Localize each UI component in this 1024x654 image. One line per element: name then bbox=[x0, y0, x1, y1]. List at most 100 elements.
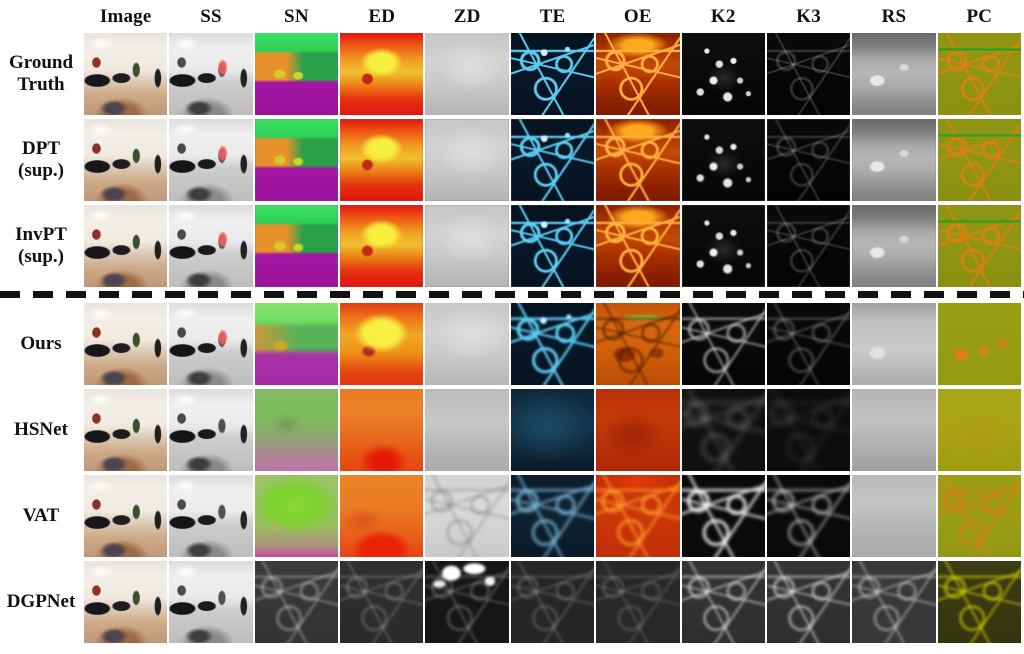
column-header-zd: ZD bbox=[453, 6, 481, 27]
result-image-invpt-zd bbox=[425, 205, 509, 287]
result-image-gt-te bbox=[510, 33, 595, 115]
result-image-ours-rs bbox=[852, 303, 936, 385]
result-image-vat-oe bbox=[596, 475, 680, 557]
row-label-gt: Ground Truth bbox=[8, 51, 74, 95]
row-label-vat: VAT bbox=[22, 504, 60, 526]
method-row-hsnet: HSNet bbox=[0, 389, 1024, 471]
result-image-gt-pc bbox=[937, 33, 1021, 115]
result-image-vat-te bbox=[510, 475, 595, 557]
result-image-dpt-te bbox=[510, 119, 595, 201]
result-image-invpt-ss bbox=[169, 205, 253, 287]
result-image-dpt-sn bbox=[254, 119, 339, 201]
method-row-gt: Ground Truth bbox=[0, 33, 1024, 115]
result-image-dgpnet-k3 bbox=[766, 561, 851, 643]
column-header-ss: SS bbox=[200, 6, 222, 27]
result-image-ours-pc bbox=[937, 303, 1021, 385]
result-image-dpt-k2 bbox=[681, 119, 765, 201]
result-image-dpt-oe bbox=[596, 119, 680, 201]
result-image-invpt-pc bbox=[937, 205, 1021, 287]
method-row-dgpnet: DGPNet bbox=[0, 561, 1024, 643]
result-image-invpt-sn bbox=[254, 205, 339, 287]
result-image-vat-k3 bbox=[766, 475, 851, 557]
result-image-ours-ss bbox=[169, 303, 253, 385]
column-header-oe: OE bbox=[623, 6, 652, 27]
result-image-ours-image bbox=[84, 303, 168, 385]
result-image-dpt-image bbox=[84, 119, 168, 201]
result-image-gt-sn bbox=[254, 33, 339, 115]
result-image-ours-k3 bbox=[766, 303, 851, 385]
result-image-vat-rs bbox=[852, 475, 936, 557]
method-row-dpt: DPT (sup.) bbox=[0, 119, 1024, 201]
result-image-vat-ss bbox=[169, 475, 253, 557]
column-header-ed: ED bbox=[368, 6, 396, 27]
result-image-hsnet-sn bbox=[254, 389, 339, 471]
result-image-vat-zd bbox=[425, 475, 509, 557]
result-image-hsnet-rs bbox=[852, 389, 936, 471]
result-image-dgpnet-zd bbox=[425, 561, 509, 643]
result-image-ours-k2 bbox=[681, 303, 765, 385]
header-spacer bbox=[0, 3, 82, 31]
method-row-invpt: InvPT (sup.) bbox=[0, 205, 1024, 287]
result-image-dgpnet-rs bbox=[852, 561, 936, 643]
result-image-invpt-ed bbox=[340, 205, 424, 287]
result-image-hsnet-k2 bbox=[681, 389, 765, 471]
row-label-dpt: DPT (sup.) bbox=[18, 137, 64, 181]
column-header-row: Image SS SN ED ZD TE OE K2 K3 RS PC bbox=[0, 3, 1024, 31]
result-image-dgpnet-image bbox=[84, 561, 168, 643]
result-image-invpt-oe bbox=[596, 205, 680, 287]
row-label-invpt: InvPT (sup.) bbox=[15, 223, 67, 267]
result-image-hsnet-k3 bbox=[766, 389, 851, 471]
result-image-dgpnet-pc bbox=[937, 561, 1021, 643]
result-image-vat-pc bbox=[937, 475, 1021, 557]
result-image-dpt-ss bbox=[169, 119, 253, 201]
result-image-invpt-rs bbox=[852, 205, 936, 287]
column-header-k2: K2 bbox=[710, 6, 736, 27]
result-image-hsnet-ss bbox=[169, 389, 253, 471]
result-image-invpt-te bbox=[510, 205, 595, 287]
column-header-te: TE bbox=[539, 6, 566, 27]
result-image-gt-k3 bbox=[766, 33, 851, 115]
result-image-gt-ed bbox=[340, 33, 424, 115]
method-row-ours: Ours bbox=[0, 303, 1024, 385]
result-image-ours-ed bbox=[340, 303, 424, 385]
result-image-ours-sn bbox=[254, 303, 339, 385]
result-image-gt-k2 bbox=[681, 33, 765, 115]
result-image-dgpnet-te bbox=[510, 561, 595, 643]
result-image-invpt-image bbox=[84, 205, 168, 287]
result-image-vat-ed bbox=[340, 475, 424, 557]
column-header-image: Image bbox=[99, 6, 152, 27]
result-image-gt-ss bbox=[169, 33, 253, 115]
column-header-sn: SN bbox=[284, 6, 309, 27]
result-image-hsnet-oe bbox=[596, 389, 680, 471]
result-image-dpt-k3 bbox=[766, 119, 851, 201]
result-image-hsnet-pc bbox=[937, 389, 1021, 471]
result-image-gt-rs bbox=[852, 33, 936, 115]
column-header-pc: PC bbox=[966, 6, 993, 27]
result-image-vat-k2 bbox=[681, 475, 765, 557]
result-image-hsnet-image bbox=[84, 389, 168, 471]
result-image-gt-oe bbox=[596, 33, 680, 115]
result-image-dgpnet-k2 bbox=[681, 561, 765, 643]
result-image-hsnet-te bbox=[510, 389, 595, 471]
result-image-dpt-ed bbox=[340, 119, 424, 201]
result-image-dgpnet-ed bbox=[340, 561, 424, 643]
result-image-ours-oe bbox=[596, 303, 680, 385]
column-header-rs: RS bbox=[881, 6, 907, 27]
result-image-dpt-pc bbox=[937, 119, 1021, 201]
row-label-dgpnet: DGPNet bbox=[6, 590, 76, 612]
figure-grid: Image SS SN ED ZD TE OE K2 K3 RS PC Ground Truth DPT… bbox=[0, 3, 1024, 643]
result-image-hsnet-ed bbox=[340, 389, 424, 471]
result-image-dgpnet-ss bbox=[169, 561, 253, 643]
result-image-ours-zd bbox=[425, 303, 509, 385]
result-image-gt-zd bbox=[425, 33, 509, 115]
result-image-dpt-rs bbox=[852, 119, 936, 201]
result-image-invpt-k2 bbox=[681, 205, 765, 287]
result-image-vat-sn bbox=[254, 475, 339, 557]
row-label-ours: Ours bbox=[20, 332, 62, 354]
result-image-ours-te bbox=[510, 303, 595, 385]
result-image-hsnet-zd bbox=[425, 389, 509, 471]
column-header-k3: K3 bbox=[796, 6, 821, 27]
result-image-dpt-zd bbox=[425, 119, 509, 201]
supervised-fewshot-divider bbox=[0, 291, 1024, 298]
